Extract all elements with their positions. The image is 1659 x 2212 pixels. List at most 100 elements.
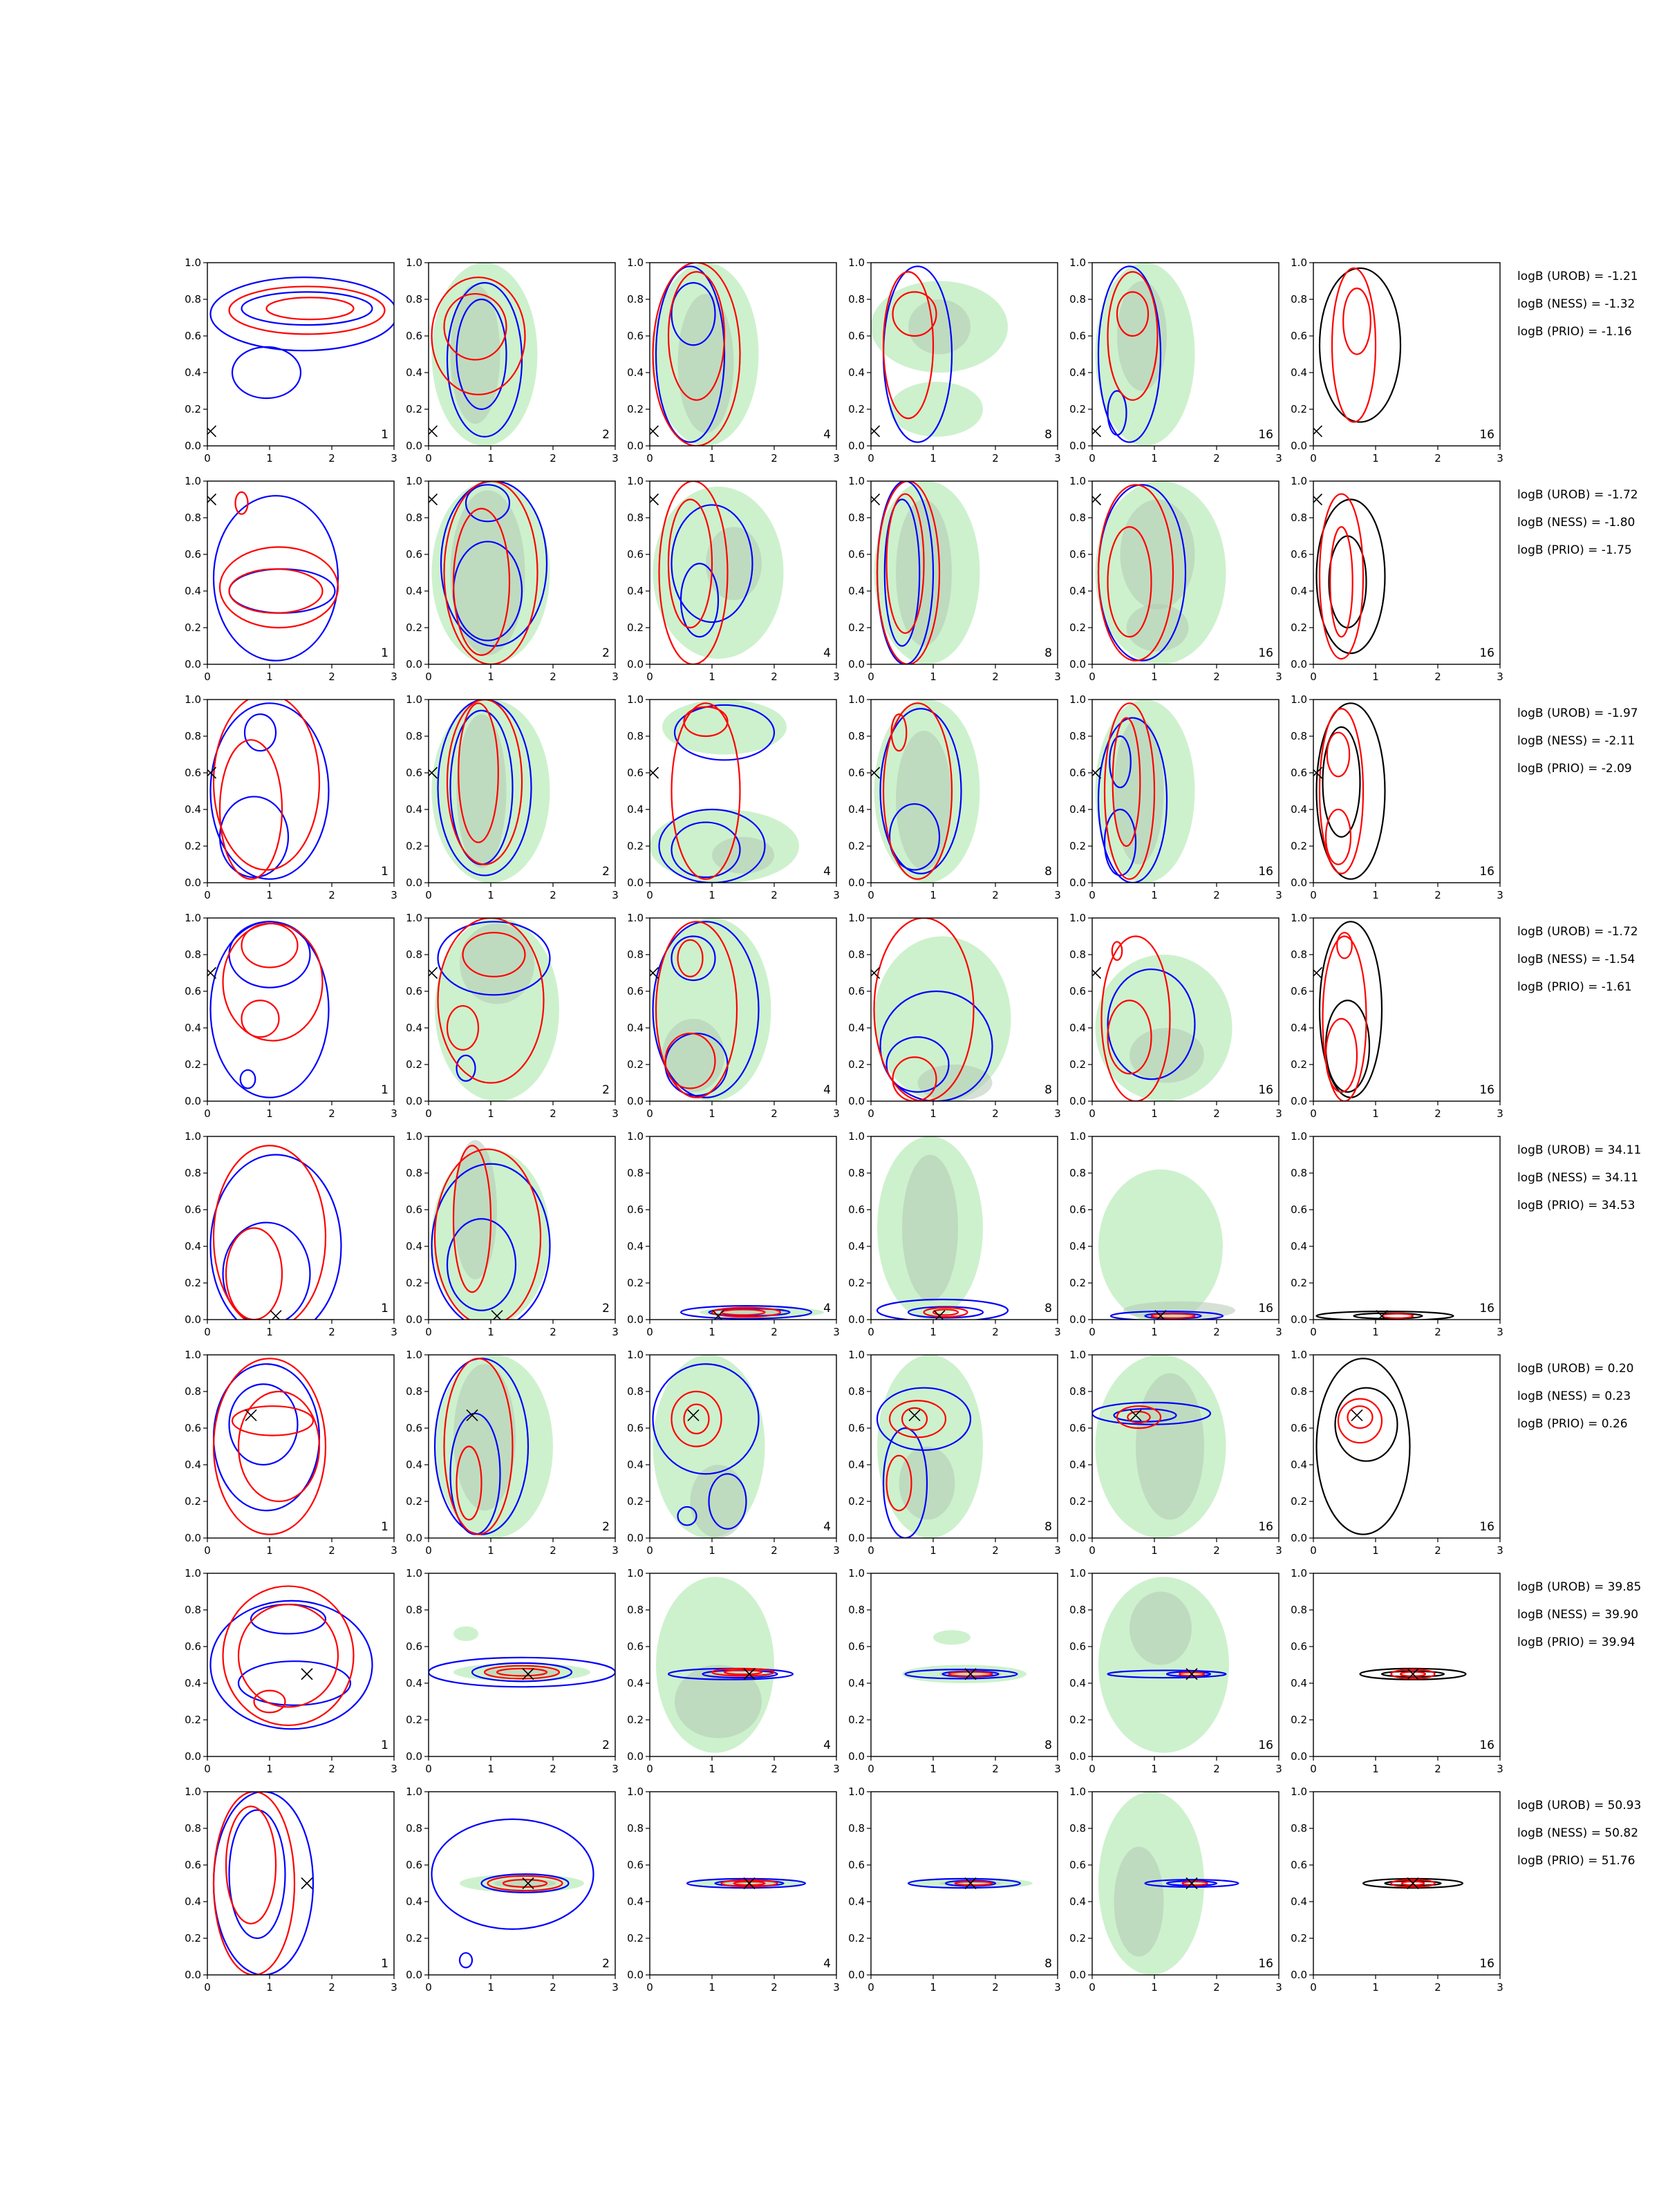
subplot-r1-c4: 0.0 0.2 0.4 0.6 0.8 1.0 0 1 2 38	[848, 256, 1061, 465]
y-tick-label: 0.2	[1069, 1714, 1086, 1726]
logb-value-row-8: logB (PRIO) = 51.76	[1517, 1854, 1635, 1868]
red-contour	[1337, 1398, 1383, 1444]
blue-contour	[879, 708, 962, 874]
x-tick-label: 2	[992, 1107, 999, 1120]
y-tick-label: 0.8	[185, 1604, 201, 1616]
y-tick-label: 0.8	[627, 293, 644, 306]
red-contour	[234, 491, 249, 515]
blue-contour	[429, 1656, 615, 1688]
x-tick-label: 2	[771, 1544, 778, 1557]
y-tick-label: 0.4	[406, 1895, 422, 1908]
y-tick-label: 1.0	[1291, 1349, 1307, 1361]
y-tick-label: 0.2	[406, 840, 422, 852]
y-tick-label: 1.0	[406, 1785, 422, 1798]
subplot-label: 2	[602, 1738, 610, 1752]
subplot-plot-area	[679, 1305, 824, 1320]
x-tick-label: 1	[930, 1326, 937, 1338]
x-tick-label: 3	[612, 1763, 619, 1775]
subplot-plot-area	[212, 1358, 327, 1535]
y-tick-label: 1.0	[406, 693, 422, 706]
true-value-marker	[964, 1877, 977, 1890]
subplot-label: 2	[602, 646, 610, 660]
blue-contour	[904, 1669, 1018, 1680]
subplot-frame	[207, 699, 395, 883]
y-tick-label: 1.0	[406, 912, 422, 924]
x-tick-label: 1	[1151, 671, 1158, 683]
blue-contour	[907, 1306, 984, 1319]
true-value-marker	[1092, 966, 1102, 980]
blue-contour	[708, 1307, 791, 1317]
y-tick-label: 1.0	[627, 1130, 644, 1143]
blue-contour	[1107, 1669, 1227, 1679]
x-tick-label: 0	[868, 1326, 874, 1338]
y-tick-label: 0.0	[627, 658, 644, 671]
subplot-label: 4	[823, 1738, 831, 1752]
true-value-marker	[522, 1877, 534, 1890]
y-tick-label: 0.0	[848, 877, 865, 889]
density-fill-core	[450, 490, 525, 655]
y-tick-label: 0.2	[1069, 403, 1086, 415]
y-tick-label: 0.8	[848, 1167, 865, 1179]
blue-contour	[1109, 735, 1132, 789]
density-fill-core	[456, 714, 507, 868]
y-tick-label: 0.4	[406, 1677, 422, 1689]
x-tick-label: 1	[1151, 452, 1158, 465]
x-tick-label: 1	[1151, 1763, 1158, 1775]
blue-contour	[671, 935, 716, 982]
subplot-r5-c1: 0.00.20.40.60.81.00 1 2 31	[185, 1130, 397, 1338]
true-value-marker	[687, 1409, 700, 1422]
subplot-label: 16	[1479, 1302, 1494, 1315]
x-tick-label: 2	[992, 889, 999, 901]
logb-value-row-4: logB (UROB) = -1.72	[1517, 925, 1638, 939]
subplot-plot-area	[209, 1145, 342, 1320]
y-tick-label: 0.2	[848, 403, 865, 415]
logb-value-row-6: logB (UROB) = 0.20	[1517, 1362, 1633, 1376]
subplot-r3-c1: 0.00.20.40.60.81.00 1 2 31	[185, 693, 397, 901]
y-tick-label: 0.8	[1069, 293, 1086, 306]
x-tick-label: 3	[391, 452, 397, 465]
subplot-r4-c2: 0.00.20.40.60.81.00 1 2 32	[406, 912, 619, 1120]
subplot-r3-c6: 0.0 0.2 0.4 0.6 0.8 1.0 0 1 2 316	[1291, 693, 1503, 901]
subplot-frame	[428, 480, 616, 665]
red-contour	[1322, 935, 1367, 1101]
blue-contour	[1107, 968, 1196, 1080]
blue-contour	[679, 1305, 813, 1320]
true-value-marker	[1185, 1877, 1198, 1890]
red-contour	[1100, 935, 1171, 1101]
x-tick-label: 3	[833, 671, 840, 683]
y-tick-label: 1.0	[1291, 1130, 1307, 1143]
true-value-marker	[491, 1310, 503, 1320]
y-tick-label: 0.0	[848, 1532, 865, 1544]
logb-value-row-3: logB (PRIO) = -2.09	[1517, 762, 1632, 776]
x-tick-label: 2	[992, 1544, 999, 1557]
x-tick-label: 1	[709, 1326, 715, 1338]
logb-value-row-1: logB (UROB) = -1.21	[1517, 270, 1638, 283]
blue-contour	[239, 1069, 256, 1089]
x-tick-label: 3	[833, 1326, 840, 1338]
blue-contour	[437, 921, 551, 996]
x-tick-label: 1	[487, 452, 494, 465]
subplot-r1-c3: 0.0 0.2 0.4 0.6 0.8 1.0 0 1 2 34	[627, 256, 840, 465]
y-tick-label: 0.4	[1291, 366, 1307, 379]
subplot-r5-c5: 0.0 0.2 0.4 0.6 0.8 1.0 0 1 2 316	[1069, 1130, 1282, 1338]
y-tick-label: 0.6	[1069, 985, 1086, 997]
y-tick-label: 0.6	[185, 1640, 201, 1653]
y-tick-label: 0.0	[406, 1969, 422, 1981]
subplot-label: 4	[823, 646, 831, 660]
subplot-frame	[428, 917, 616, 1102]
y-tick-label: 1.0	[1069, 256, 1086, 269]
y-tick-label: 0.0	[185, 1532, 201, 1544]
x-tick-label: 1	[266, 671, 273, 683]
true-value-marker	[871, 966, 881, 980]
x-tick-label: 0	[1310, 1107, 1317, 1120]
x-tick-label: 1	[1372, 889, 1379, 901]
red-contour	[1107, 271, 1159, 401]
red-contour	[443, 292, 507, 361]
y-tick-label: 0.2	[627, 1277, 644, 1289]
y-tick-label: 0.6	[185, 767, 201, 779]
red-contour	[683, 706, 729, 738]
y-tick-label: 1.0	[1069, 1349, 1086, 1361]
black-contour	[1334, 1387, 1398, 1462]
black-contour	[1318, 267, 1402, 423]
x-tick-label: 1	[266, 1326, 273, 1338]
